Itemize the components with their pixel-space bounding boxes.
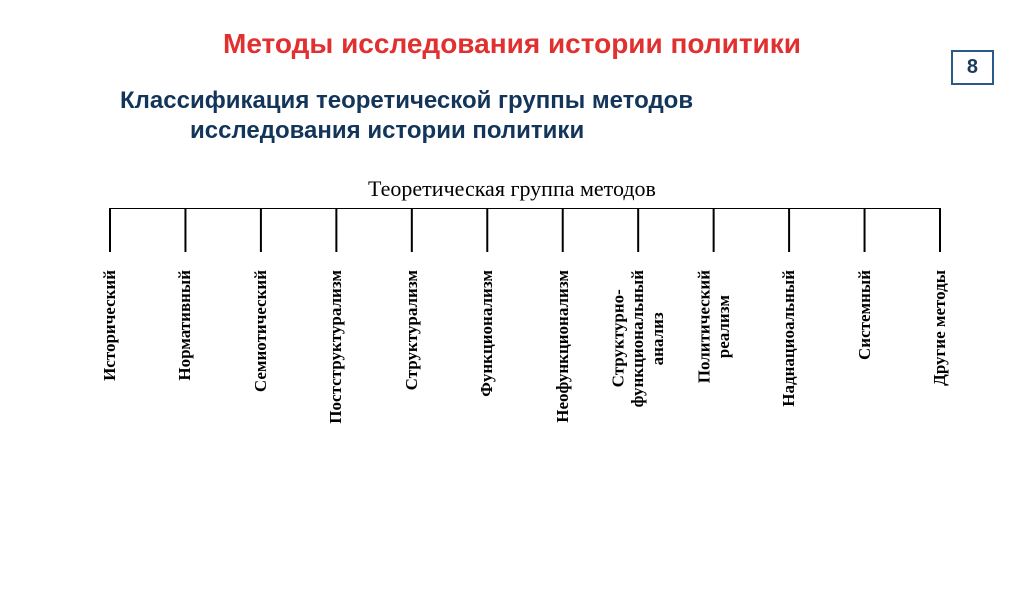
leaf-item: Постструктурализм (327, 270, 347, 429)
leaf-item: Нормативный (176, 270, 196, 386)
leaf-label: Другие методы (930, 270, 950, 386)
leaves-container: Исторический Нормативный Семиотический Пост… (0, 270, 1024, 530)
leaf-item: Системный (855, 270, 875, 365)
leaf-label: Системный (855, 270, 875, 360)
subtitle: Классификация теоретической группы метод… (120, 86, 1024, 146)
leaf-label: Исторический (100, 270, 120, 381)
tree-diagram: Теоретическая группа методов Исторически… (0, 176, 1024, 536)
leaf-item: Наднациоальный (779, 270, 799, 412)
leaf-item: Политическийреализм (694, 270, 733, 388)
leaf-item: Функционализм (477, 270, 497, 402)
root-label: Теоретическая группа методов (0, 176, 1024, 202)
leaf-item: Структурализм (402, 270, 422, 395)
leaf-label: Структурализм (402, 270, 422, 390)
leaf-label: Наднациоальный (779, 270, 799, 407)
leaf-label: Семиотический (251, 270, 271, 392)
leaf-item: Исторический (100, 270, 120, 386)
leaf-item: Структурно-функциональныйанализ (609, 270, 668, 412)
leaf-label: Неофункционализм (553, 270, 573, 423)
subtitle-line2: исследования истории политики (190, 117, 584, 144)
leaf-label: Политическийреализм (694, 270, 733, 383)
main-title: Методы исследования истории политики (0, 28, 1024, 60)
leaf-label: Нормативный (176, 270, 196, 381)
tree-connectors (0, 208, 1024, 268)
leaf-label: Структурно-функциональныйанализ (609, 270, 668, 407)
subtitle-line1: Классификация теоретической группы метод… (120, 87, 693, 114)
leaf-item: Семиотический (251, 270, 271, 397)
page-number: 8 (951, 50, 994, 85)
leaf-item: Неофункционализм (553, 270, 573, 428)
leaf-label: Постструктурализм (327, 270, 347, 424)
leaf-label: Функционализм (477, 270, 497, 397)
leaf-item: Другие методы (930, 270, 950, 391)
